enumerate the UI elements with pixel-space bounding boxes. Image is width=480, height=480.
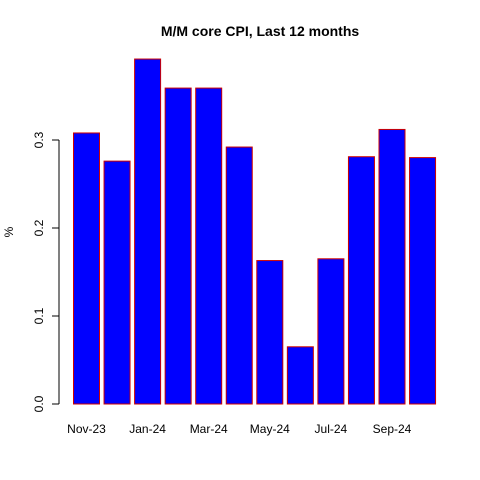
x-tick-label: Nov-23 <box>67 422 106 436</box>
y-axis: 0.0 0.1 0.2 0.3 <box>32 131 60 412</box>
bar-oct-24 <box>409 157 437 405</box>
x-tick-label: Mar-24 <box>190 422 228 436</box>
bar-jul-24 <box>317 258 345 405</box>
y-tick-label: 0.3 <box>32 131 46 148</box>
x-axis-labels: Nov-23 Jan-24 Mar-24 May-24 Jul-24 Sep-24 <box>67 422 412 436</box>
x-tick-label: Sep-24 <box>373 422 412 436</box>
bar-jan-24 <box>134 58 162 405</box>
bar-feb-24 <box>164 87 192 405</box>
bar-mar-24 <box>195 87 223 405</box>
y-tick-label: 0.2 <box>32 219 46 236</box>
x-tick-label: Jan-24 <box>129 422 166 436</box>
y-tick-label: 0.1 <box>32 307 46 324</box>
bar-apr-24 <box>225 146 253 405</box>
x-tick-label: Jul-24 <box>315 422 348 436</box>
x-tick-label: May-24 <box>250 422 290 436</box>
bar-may-24 <box>256 260 284 405</box>
y-axis-label: % <box>2 226 16 237</box>
y-tick-label: 0.0 <box>32 395 46 412</box>
chart-title: M/M core CPI, Last 12 months <box>161 23 360 39</box>
bar-aug-24 <box>347 156 375 405</box>
bar-sep-24 <box>378 128 406 405</box>
bar-dec-23 <box>103 160 131 405</box>
bar-nov-23 <box>73 132 100 405</box>
bars-group <box>73 58 437 405</box>
bar-jun-24 <box>286 346 314 405</box>
